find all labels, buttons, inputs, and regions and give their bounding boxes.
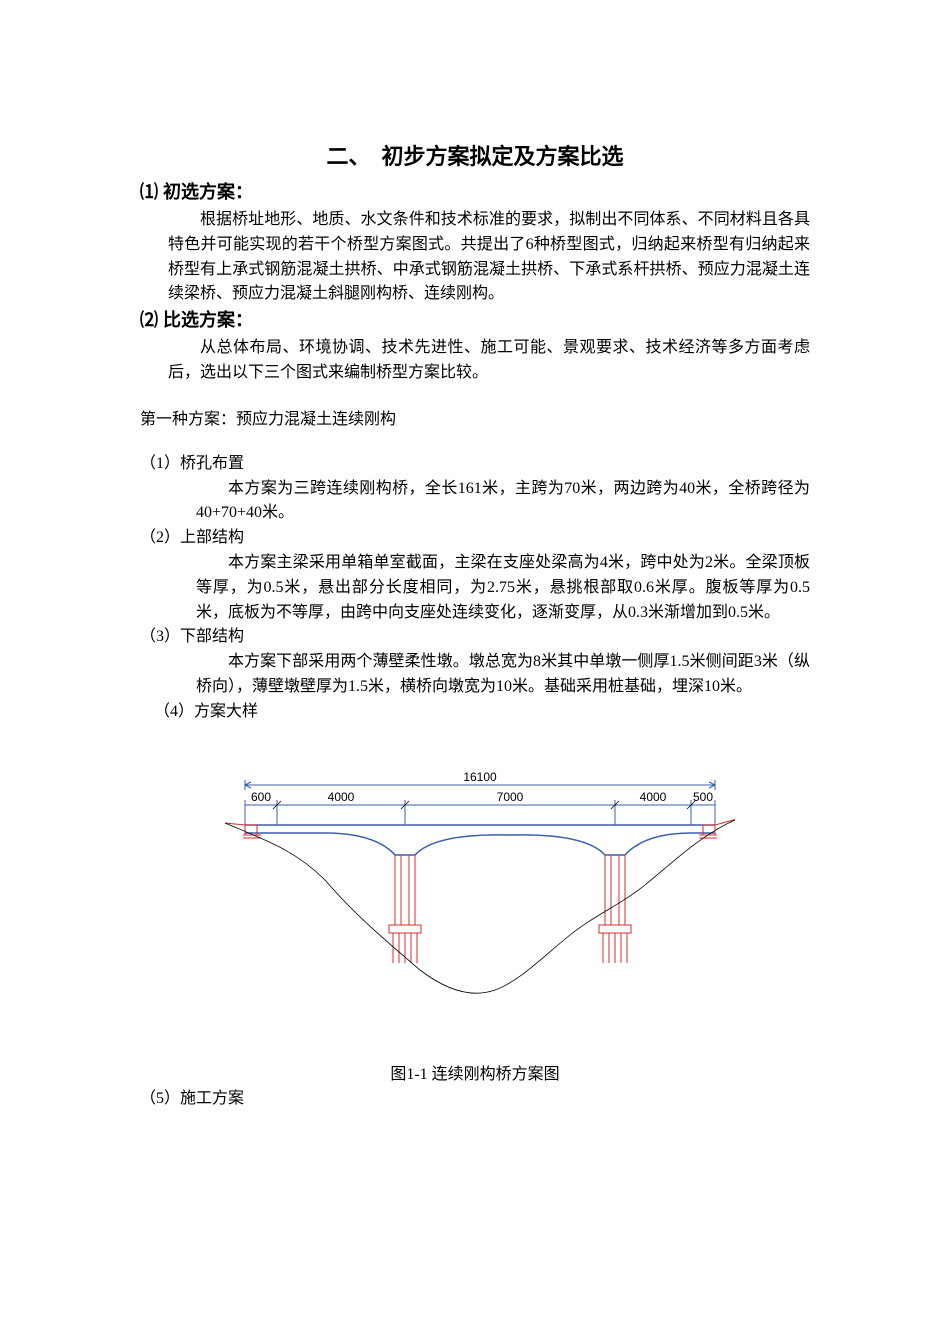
section-2-num: ⑵ [140,310,158,330]
section-1-header: ⑴ 初选方案： [140,179,810,206]
section-1-num: ⑴ [140,182,158,202]
section-2-body: 从总体布局、环境协调、技术先进性、施工可能、景观要求、技术经济等多方面考虑后，选… [168,336,810,386]
section-2-header: ⑵ 比选方案： [140,307,810,334]
item-2-label: （2）上部结构 [140,526,810,551]
figure-caption: 图1-1 连续刚构桥方案图 [140,1063,810,1087]
bridge-diagram: 16100 600 4000 7000 4000 500 [215,765,735,1025]
section-2-label: 比选方案： [163,310,253,330]
section-1-body: 根据桥址地形、地质、水文条件和技术标准的要求，拟制出不同体系、不同材料且各具特色… [168,208,810,307]
item-1-label: （1）桥孔布置 [140,452,810,477]
dim-right-cant: 500 [693,790,713,804]
dim-left-cant: 600 [251,790,271,804]
page-title: 二、 初步方案拟定及方案比选 [140,140,810,173]
item-4-label: （4）方案大样 [154,700,810,725]
section-1-label: 初选方案： [163,182,253,202]
item-1-body: 本方案为三跨连续刚构桥，全长161米，主跨为70米，两边跨为40米，全桥跨径为4… [196,477,810,527]
dim-span1: 4000 [328,790,355,804]
item-3-label: （3）下部结构 [140,625,810,650]
item-5-label: （5）施工方案 [140,1087,810,1112]
item-2-body: 本方案主梁采用单箱单室截面，主梁在支座处梁高为4米，跨中处为2米。全梁顶板等厚，… [196,551,810,625]
dim-span3: 4000 [640,790,667,804]
item-3-body: 本方案下部采用两个薄壁柔性墩。墩总宽为8米其中单墩一侧厚1.5米侧间距3米（纵桥… [196,650,810,700]
dim-total: 16100 [463,770,497,784]
dim-span2: 7000 [497,790,524,804]
scheme-1-label: 第一种方案：预应力混凝土连续刚构 [140,408,810,432]
figure-container: 16100 600 4000 7000 4000 500 [140,765,810,1087]
